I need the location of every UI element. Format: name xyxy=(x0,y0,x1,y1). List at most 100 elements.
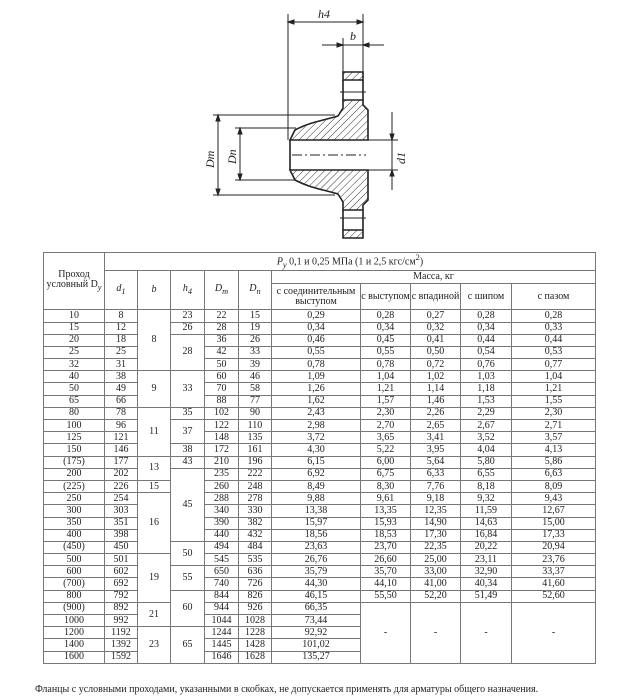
cell-mass: 35,79 xyxy=(271,565,361,579)
cell-dm: 260 xyxy=(204,479,239,494)
cell-d1: 146 xyxy=(104,443,138,457)
cell-h4: 35 xyxy=(170,406,205,421)
cell-mass: 13,38 xyxy=(271,504,361,518)
cell-mass: 9,61 xyxy=(360,492,411,506)
cell-mass: 23,11 xyxy=(460,553,512,567)
cell-mass: 55,50 xyxy=(360,589,411,603)
table-row: (450) 450 50 494 484 23,63 23,70 22,35 20,22 20,9… xyxy=(43,540,596,567)
cell-mass: - xyxy=(511,601,596,664)
cell-dm: 944 xyxy=(204,601,239,616)
cell-d1: 602 xyxy=(104,565,138,579)
cell-dm: 210 xyxy=(204,455,239,469)
cell-dn: 484 xyxy=(238,540,272,555)
cell-dm: 70 xyxy=(204,382,239,396)
cell-dm: 390 xyxy=(204,516,239,530)
cell-mass: 23,70 xyxy=(360,540,411,555)
cell-mass: 6,92 xyxy=(271,467,361,481)
cell-h4: 43 xyxy=(170,455,205,469)
cell-mass: 2,65 xyxy=(410,419,461,433)
cell-h4: 37 xyxy=(170,419,205,445)
cell-h4: 55 xyxy=(170,565,205,591)
cell-mass: 9,43 xyxy=(511,492,596,506)
cell-mass: 8,49 xyxy=(271,479,361,494)
cell-mass: 0,55 xyxy=(271,345,361,360)
cell-dn: 39 xyxy=(238,358,272,372)
cell-mass: 1,46 xyxy=(410,394,461,408)
cell-b: 19 xyxy=(137,553,171,603)
cell-mass: 44,10 xyxy=(360,577,411,591)
cell-dn: 636 xyxy=(238,565,272,579)
table-row: 125 121 148 135 3,72 3,65 3,41 3,52 3,57 xyxy=(43,431,596,445)
cell-mass: 3,52 xyxy=(460,431,512,445)
cell-dy: 20 xyxy=(43,333,105,347)
cell-dy: 1400 xyxy=(43,638,105,652)
cell-mass: 5,80 xyxy=(460,455,512,469)
cell-mass: 1,18 xyxy=(460,382,512,396)
cell-dn: 196 xyxy=(238,455,272,469)
table-row: 800 792 60 844 826 46,15 55,50 52,20 51,49 52,60 xyxy=(43,589,596,628)
cell-mass: 11,59 xyxy=(460,504,512,518)
cell-d1: 8 xyxy=(104,309,138,323)
cell-mass: 2,29 xyxy=(460,406,512,421)
cell-mass: 17,33 xyxy=(511,528,596,542)
cell-b: 9 xyxy=(137,370,171,408)
cell-mass: 6,00 xyxy=(360,455,411,469)
cell-dm: 36 xyxy=(204,333,239,347)
cell-dn: 58 xyxy=(238,382,272,396)
cell-mass: 1,02 xyxy=(410,370,461,384)
cell-dn: 535 xyxy=(238,553,272,567)
cell-mass: 0,44 xyxy=(511,333,596,347)
cell-mass: 0,76 xyxy=(460,358,512,372)
cell-mass: 6,63 xyxy=(511,467,596,481)
cell-dy: 500 xyxy=(43,553,105,567)
table-row: 500 501 19 545 535 26,76 26,60 25,00 23,11 23,76 xyxy=(43,553,596,603)
cell-mass: 3,95 xyxy=(410,443,461,457)
header-mass-raised-face: с соединительным выступом xyxy=(271,283,361,311)
cell-mass: 3,72 xyxy=(271,431,361,445)
label-d1: d1 xyxy=(394,152,408,164)
table-row: 400 398 440 432 18,56 18,53 17,30 16,84 17,33 xyxy=(43,528,596,542)
cell-mass: 41,00 xyxy=(410,577,461,591)
cell-mass: 1,04 xyxy=(511,370,596,384)
cell-mass: 0,77 xyxy=(511,358,596,372)
table-row: 20 18 28 36 26 0,46 0,45 0,41 0,44 0,44 xyxy=(43,333,596,372)
table-row: 350 351 390 382 15,97 15,93 14,90 14,63 15,00 xyxy=(43,516,596,530)
cell-mass: 3,41 xyxy=(410,431,461,445)
cell-dn: 248 xyxy=(238,479,272,494)
cell-dn: 278 xyxy=(238,492,272,506)
cell-dm: 122 xyxy=(204,419,239,433)
cell-mass: 2,30 xyxy=(360,406,411,421)
cell-h4: 60 xyxy=(170,589,205,628)
table-row: 100 96 37 122 110 2,98 2,70 2,65 2,67 2,71 xyxy=(43,419,596,445)
cell-dn: 46 xyxy=(238,370,272,384)
cell-dy: 1600 xyxy=(43,650,105,664)
cell-mass: 22,35 xyxy=(410,540,461,555)
cell-dn: 330 xyxy=(238,504,272,518)
table-row: 15 12 26 28 19 0,34 0,34 0,32 0,34 0,33 xyxy=(43,321,596,335)
cell-dy: 40 xyxy=(43,370,105,384)
cell-d1: 18 xyxy=(104,333,138,347)
header-mass-female: с впадиной xyxy=(410,283,461,311)
cell-mass: 1,04 xyxy=(360,370,411,384)
table-row: 600 602 55 650 636 35,79 35,70 33,00 32,90 33,37 xyxy=(43,565,596,591)
header-mass-tongue: с шипом xyxy=(460,283,512,311)
cell-mass: 14,63 xyxy=(460,516,512,530)
cell-mass: 2,67 xyxy=(460,419,512,433)
cell-dm: 288 xyxy=(204,492,239,506)
cell-dy: 80 xyxy=(43,406,105,421)
header-dy: Проход условный Dy xyxy=(43,251,105,311)
cell-mass: 1,09 xyxy=(271,370,361,384)
cell-dy: 100 xyxy=(43,419,105,433)
flange-dimensions-table: Проход условный Dy Py 0,1 и 0,25 МПа (1 … xyxy=(43,251,596,664)
cell-dm: 545 xyxy=(204,553,239,567)
cell-dy: 300 xyxy=(43,504,105,518)
cell-mass: 35,70 xyxy=(360,565,411,579)
cell-mass: 25,00 xyxy=(410,553,461,567)
cell-mass: 16,84 xyxy=(460,528,512,542)
header-dn: Dn xyxy=(238,270,272,311)
cell-dy: 10 xyxy=(43,309,105,323)
cell-mass: 0,33 xyxy=(511,321,596,335)
cell-d1: 12 xyxy=(104,321,138,335)
cell-d1: 66 xyxy=(104,394,138,408)
header-mass: Масса, кг xyxy=(271,270,596,285)
